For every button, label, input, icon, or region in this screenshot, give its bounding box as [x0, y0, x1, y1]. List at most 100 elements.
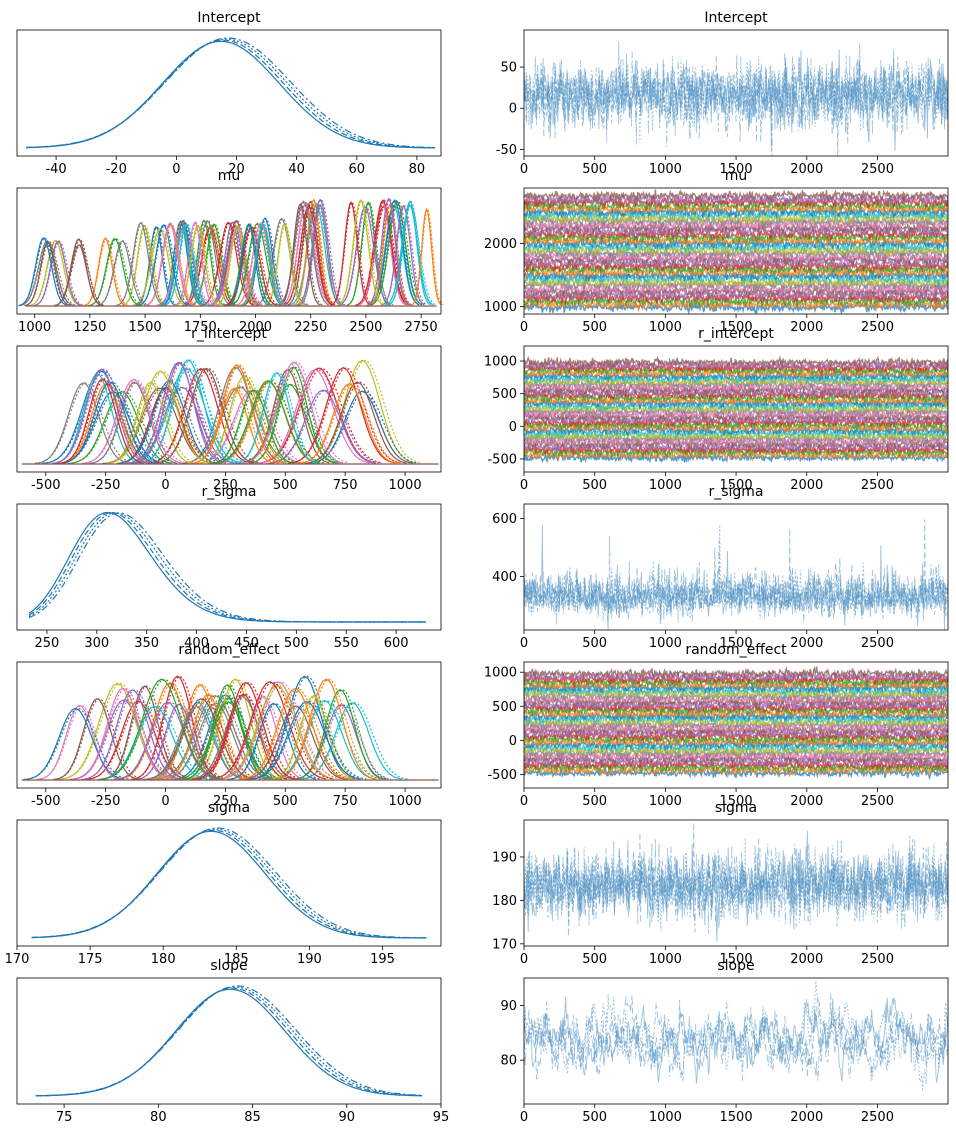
density-curve [35, 987, 423, 1097]
density-curve [88, 237, 143, 307]
trace-line [524, 422, 948, 438]
x-tick-label: 500 [582, 162, 607, 177]
x-tick-label: 1500 [720, 952, 753, 967]
density-curve [192, 681, 301, 780]
trace-line [524, 290, 948, 305]
x-tick-label: 1000 [649, 162, 682, 177]
density-curve [161, 702, 267, 781]
density-curve [53, 698, 143, 781]
density-curve [23, 707, 125, 781]
density-curve [143, 705, 246, 781]
density-curve [154, 367, 260, 464]
axes-frame [523, 345, 949, 473]
y-tick-label: 0 [509, 102, 517, 117]
density-curve [191, 363, 285, 464]
panel-title: r_sigma [201, 484, 256, 500]
density-curve [81, 378, 182, 465]
x-tick-label: 500 [273, 794, 298, 809]
density-curve [196, 693, 293, 781]
density-curve [264, 223, 304, 307]
density-curve [133, 361, 223, 464]
density-curve [83, 237, 128, 307]
y-tick-label: 190 [492, 850, 517, 865]
density-curve [160, 227, 203, 307]
density-curve [25, 39, 435, 149]
trace-line [524, 717, 948, 732]
density-curve [143, 705, 251, 781]
density-curve [54, 238, 104, 307]
trace-line [524, 435, 948, 449]
y-tick-label: 600 [492, 512, 517, 527]
trace-line [524, 763, 948, 778]
density-curve [180, 386, 302, 465]
density-curve [130, 675, 226, 780]
x-tick-label: 500 [284, 636, 309, 651]
trace-line [524, 665, 948, 682]
density-curve [175, 224, 219, 307]
x-tick-label: 1500 [720, 320, 753, 335]
axes-frame [523, 29, 949, 157]
density-curve [28, 511, 426, 623]
density-curve [336, 199, 386, 306]
panel-title: sigma [208, 800, 250, 816]
density-curve [96, 240, 147, 307]
y-tick-label: 1000 [484, 666, 517, 681]
y-tick-label: 50 [500, 61, 517, 76]
y-tick-label: 80 [500, 1054, 517, 1069]
density-curve [160, 227, 206, 307]
density-curve [144, 223, 197, 307]
axes-frame [16, 977, 442, 1105]
density-curve [295, 198, 346, 306]
density-curve [227, 223, 269, 307]
x-tick-label: 180 [151, 952, 176, 967]
density-curve [183, 227, 237, 307]
x-tick-label: 1500 [720, 162, 753, 177]
x-tick-label: 2500 [861, 794, 894, 809]
trace-line [524, 995, 948, 1080]
x-tick-label: -20 [106, 162, 127, 177]
density-curve [18, 236, 67, 307]
density-curve [330, 201, 371, 306]
trace-line [524, 239, 948, 254]
density-curve [131, 675, 221, 780]
density-curve [81, 689, 180, 781]
panel-title: r_intercept [191, 326, 267, 342]
trace-line [524, 524, 948, 625]
density-curve [135, 225, 178, 307]
x-tick-label: 2500 [861, 1110, 894, 1125]
density-curve [114, 701, 218, 781]
density-curve [23, 707, 130, 781]
density-curve [81, 689, 186, 781]
density-curve [121, 225, 168, 307]
density-curve [188, 695, 299, 781]
x-tick-label: 350 [134, 636, 159, 651]
density-curve [28, 512, 426, 623]
density-curve [380, 204, 427, 306]
x-tick-label: 80 [150, 1110, 167, 1125]
density-curve [117, 682, 224, 780]
y-tick-label: 180 [492, 894, 517, 909]
density-curve [28, 239, 81, 307]
panel-title: slope [717, 958, 754, 974]
trace-panel-sigma: 0 500 1000 1500 2000 2500 170 180 190 sigma [492, 800, 949, 967]
density-panel-sigma: 170 175 180 185 190 195 sigma [5, 800, 442, 967]
density-curve [293, 688, 389, 781]
x-tick-label: -250 [91, 478, 121, 493]
density-curve [106, 370, 216, 464]
density-curve [116, 221, 167, 307]
density-curve [298, 702, 408, 781]
density-curve [42, 370, 161, 464]
axes-frame [16, 345, 442, 473]
panel-title: Intercept [704, 10, 768, 26]
x-tick-label: 250 [213, 478, 238, 493]
density-curve [72, 687, 176, 781]
density-curve [280, 202, 332, 306]
y-tick-label: 2000 [484, 237, 517, 252]
density-curve [305, 359, 421, 464]
density-curve [218, 681, 341, 780]
density-curve [145, 222, 196, 307]
x-tick-label: 2750 [405, 320, 438, 335]
x-tick-label: -500 [31, 794, 61, 809]
density-curve [330, 201, 373, 306]
density-curve [35, 382, 129, 465]
